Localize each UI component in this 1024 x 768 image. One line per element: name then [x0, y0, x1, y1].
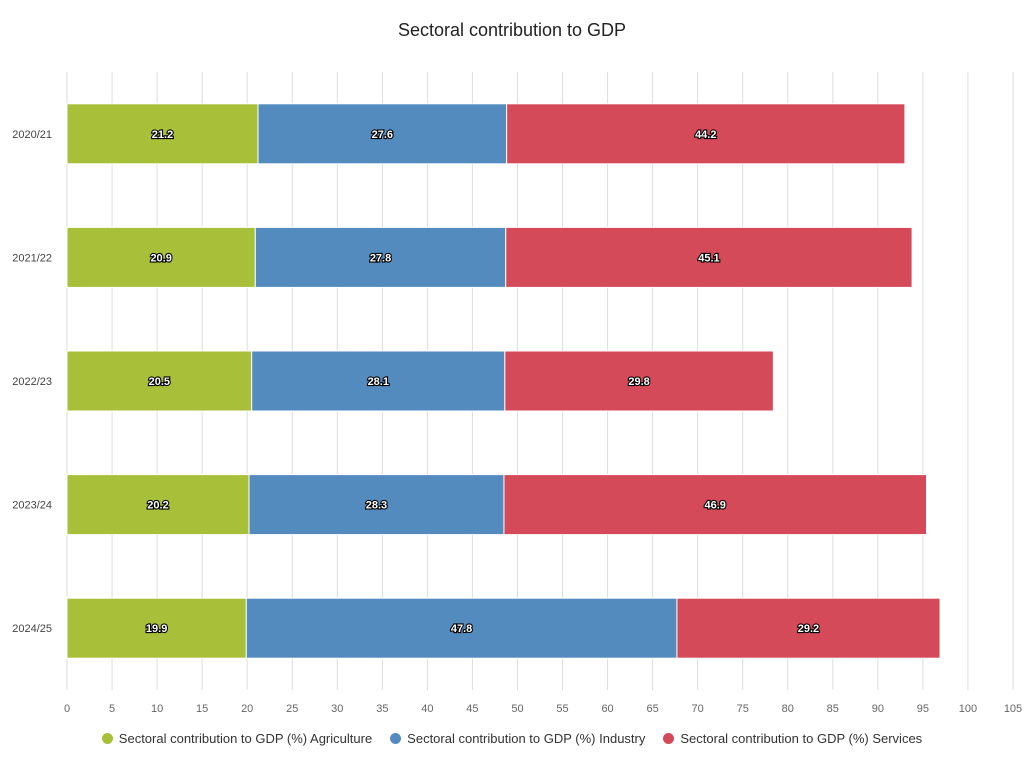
bar-segment — [504, 350, 774, 412]
x-tick-label: 105 — [1004, 703, 1022, 715]
data-label: 28.1 — [368, 376, 389, 388]
data-label: 29.8 — [628, 376, 649, 388]
x-tick-label: 70 — [692, 703, 704, 715]
x-tick-label: 25 — [286, 703, 298, 715]
x-tick-label: 95 — [917, 703, 929, 715]
bar-segment — [257, 103, 508, 165]
bar-segment — [66, 597, 247, 659]
legend-swatch — [101, 733, 113, 744]
bar-segment — [254, 226, 507, 288]
data-label: 47.8 — [451, 623, 472, 635]
bar-segment — [66, 226, 256, 288]
x-tick-label: 5 — [109, 703, 115, 715]
bar-segment — [66, 350, 253, 412]
bar-segment — [66, 103, 259, 165]
data-label: 27.6 — [372, 129, 393, 141]
bar-segment — [505, 226, 913, 288]
data-label: 29.2 — [798, 623, 819, 635]
x-tick-label: 75 — [737, 703, 749, 715]
legend-label: Sectoral contribution to GDP (%) Service… — [680, 731, 923, 746]
y-category-label: 2020/21 — [12, 129, 52, 141]
labels-layer: 21.2 27.6 44.2 20.9 27.8 45.1 20.5 28.1 29.8 20.2… — [145, 128, 820, 637]
legend-label: Sectoral contribution to GDP (%) Agricul… — [118, 731, 373, 746]
data-label: 19.9 — [146, 623, 167, 635]
x-tick-label: 35 — [376, 703, 388, 715]
x-tick-label: 55 — [556, 703, 568, 715]
legend-item[interactable]: Sectoral contribution to GDP (%) Industr… — [390, 731, 645, 746]
x-tick-label: 15 — [196, 703, 208, 715]
data-label: 27.8 — [370, 252, 391, 264]
y-category-label: 2023/24 — [12, 500, 52, 512]
data-label: 28.3 — [366, 500, 387, 512]
axis-layer: 0 5 10 15 20 25 30 35 40 45 50 55 60 65 70 75 80 85 90 95 10… — [12, 129, 1022, 715]
x-tick-label: 90 — [872, 703, 884, 715]
data-label: 20.5 — [149, 376, 170, 388]
x-tick-label: 20 — [241, 703, 253, 715]
y-category-label: 2022/23 — [12, 376, 52, 388]
x-tick-label: 40 — [421, 703, 433, 715]
legend-item[interactable]: Sectoral contribution to GDP (%) Service… — [663, 731, 922, 746]
x-tick-label: 100 — [959, 703, 977, 715]
x-tick-label: 50 — [511, 703, 523, 715]
x-tick-label: 10 — [151, 703, 163, 715]
bar-segment — [503, 474, 928, 536]
legend-swatch — [663, 733, 675, 744]
y-category-label: 2024/25 — [12, 623, 52, 635]
bar-segment — [248, 474, 505, 536]
data-label: 44.2 — [695, 129, 716, 141]
x-tick-label: 60 — [601, 703, 613, 715]
data-label: 20.2 — [147, 500, 168, 512]
x-tick-label: 65 — [646, 703, 658, 715]
legend-swatch — [390, 733, 402, 744]
x-tick-label: 0 — [64, 703, 70, 715]
legend-label: Sectoral contribution to GDP (%) Industr… — [407, 731, 646, 746]
legend-item[interactable]: Sectoral contribution to GDP (%) Agricul… — [101, 731, 373, 746]
chart-title: Sectoral contribution to GDP — [397, 20, 627, 40]
data-label: 20.9 — [150, 252, 171, 264]
bar-segment — [676, 597, 941, 659]
legend: Sectoral contribution to GDP (%) Agricul… — [0, 731, 1024, 746]
x-tick-label: 30 — [331, 703, 343, 715]
x-tick-label: 80 — [782, 703, 794, 715]
bars-layer — [66, 103, 941, 659]
x-tick-label: 45 — [466, 703, 478, 715]
bar-segment — [251, 350, 506, 412]
data-label: 45.1 — [698, 252, 719, 264]
x-tick-label: 85 — [827, 703, 839, 715]
data-label: 21.2 — [152, 129, 173, 141]
data-label: 46.9 — [705, 500, 726, 512]
bar-segment — [66, 474, 250, 536]
y-category-label: 2021/22 — [12, 252, 52, 264]
bar-segment — [506, 103, 906, 165]
